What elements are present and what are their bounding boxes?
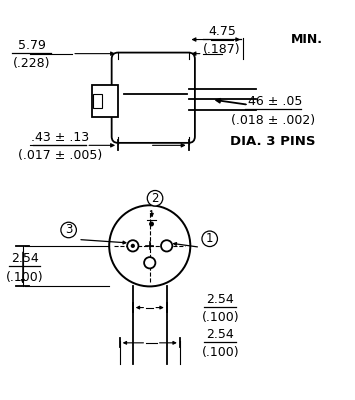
Circle shape — [109, 205, 190, 286]
Text: 2: 2 — [151, 192, 159, 205]
Text: (.017 ± .005): (.017 ± .005) — [18, 149, 102, 162]
Text: .43 ± .13: .43 ± .13 — [31, 130, 89, 144]
Circle shape — [127, 240, 138, 252]
Text: .46 ± .05: .46 ± .05 — [244, 95, 302, 108]
Text: (.187): (.187) — [203, 43, 241, 56]
FancyBboxPatch shape — [112, 52, 195, 143]
Text: (.018 ± .002): (.018 ± .002) — [231, 114, 315, 126]
Circle shape — [131, 244, 135, 248]
Circle shape — [161, 240, 172, 252]
Circle shape — [61, 222, 76, 238]
Text: (.100): (.100) — [6, 270, 43, 284]
Text: 2.54: 2.54 — [11, 252, 38, 265]
Circle shape — [149, 222, 154, 226]
Text: (.228): (.228) — [13, 57, 50, 70]
Text: 3: 3 — [65, 224, 72, 236]
Circle shape — [147, 190, 163, 206]
Text: 2.54: 2.54 — [206, 293, 234, 306]
Text: 4.75: 4.75 — [208, 25, 236, 38]
Circle shape — [202, 231, 218, 246]
Text: 2.54: 2.54 — [206, 328, 234, 341]
Text: DIA. 3 PINS: DIA. 3 PINS — [230, 135, 316, 148]
Text: (.100): (.100) — [202, 311, 239, 324]
Bar — [93, 94, 102, 108]
Text: 1: 1 — [206, 232, 213, 245]
Text: MIN.: MIN. — [291, 33, 323, 46]
Text: (.100): (.100) — [202, 346, 239, 359]
Circle shape — [144, 257, 155, 268]
Bar — [92, 85, 118, 117]
Text: 5.79: 5.79 — [18, 39, 45, 52]
